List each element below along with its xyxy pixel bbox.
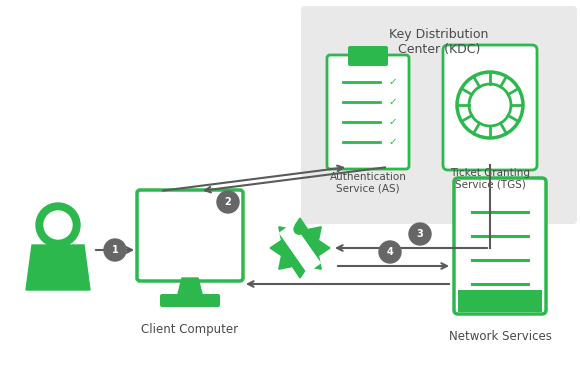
Circle shape — [469, 84, 511, 126]
Text: Network Services: Network Services — [448, 330, 552, 343]
FancyBboxPatch shape — [443, 45, 537, 170]
Text: ✓: ✓ — [388, 117, 397, 127]
Text: ✓: ✓ — [388, 137, 397, 147]
Text: Ticket Granting
Service (TGS): Ticket Granting Service (TGS) — [450, 168, 530, 189]
Text: ✓: ✓ — [388, 77, 397, 87]
FancyBboxPatch shape — [458, 290, 542, 312]
Circle shape — [104, 239, 126, 261]
Circle shape — [294, 224, 304, 234]
FancyBboxPatch shape — [348, 46, 388, 66]
Circle shape — [217, 191, 239, 213]
Circle shape — [36, 203, 80, 247]
Text: 3: 3 — [416, 229, 423, 239]
Text: Key Distribution
Center (KDC): Key Distribution Center (KDC) — [389, 28, 489, 56]
Text: ✓: ✓ — [388, 97, 397, 107]
Circle shape — [457, 72, 523, 138]
Text: 1: 1 — [111, 245, 118, 255]
FancyBboxPatch shape — [137, 190, 243, 281]
Circle shape — [44, 211, 72, 239]
Text: Client Computer: Client Computer — [142, 323, 238, 336]
Polygon shape — [270, 218, 330, 278]
Text: 2: 2 — [224, 197, 231, 207]
Text: Authentication
Service (AS): Authentication Service (AS) — [329, 172, 407, 193]
Polygon shape — [177, 278, 203, 298]
Polygon shape — [280, 224, 320, 272]
FancyBboxPatch shape — [301, 6, 577, 224]
FancyBboxPatch shape — [454, 178, 546, 314]
FancyBboxPatch shape — [160, 294, 220, 307]
Circle shape — [409, 223, 431, 245]
Polygon shape — [26, 245, 90, 290]
FancyBboxPatch shape — [327, 55, 409, 169]
Circle shape — [379, 241, 401, 263]
Text: 4: 4 — [387, 247, 393, 257]
